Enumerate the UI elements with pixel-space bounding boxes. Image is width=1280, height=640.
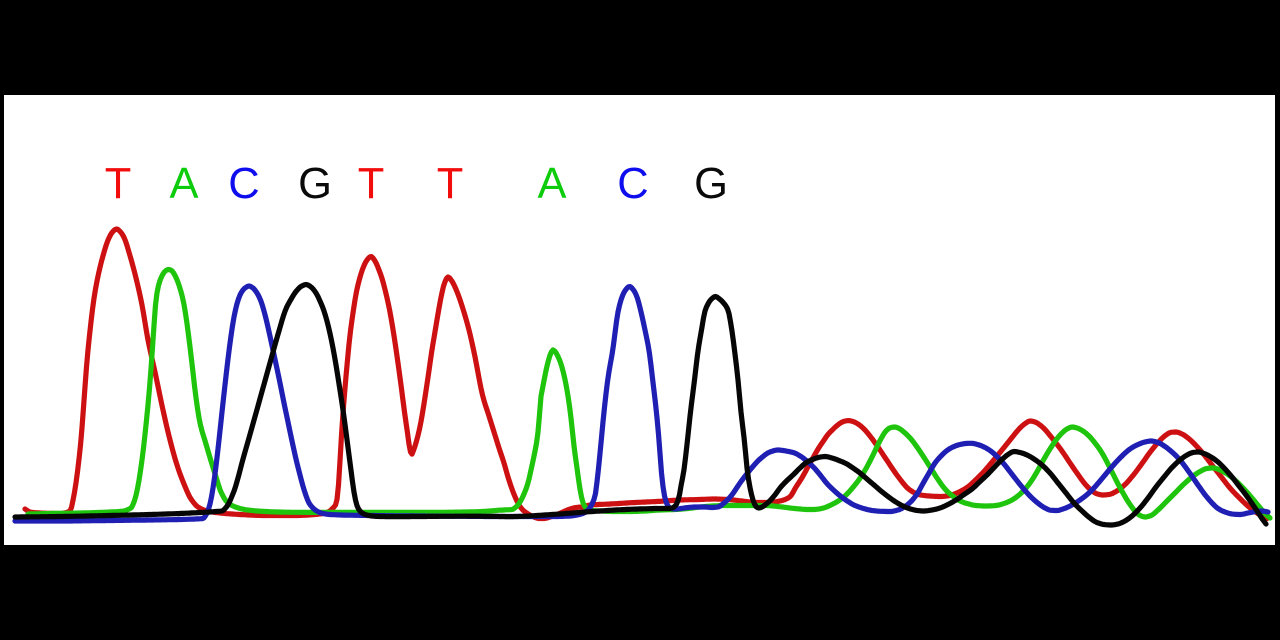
svg-text:T: T	[105, 160, 132, 208]
svg-text:T: T	[358, 160, 385, 208]
svg-text:A: A	[537, 160, 566, 208]
svg-text:C: C	[228, 160, 259, 208]
svg-text:C: C	[617, 160, 648, 208]
svg-text:A: A	[169, 160, 198, 208]
svg-text:G: G	[694, 160, 728, 208]
svg-text:T: T	[437, 160, 464, 208]
svg-text:G: G	[298, 160, 332, 208]
